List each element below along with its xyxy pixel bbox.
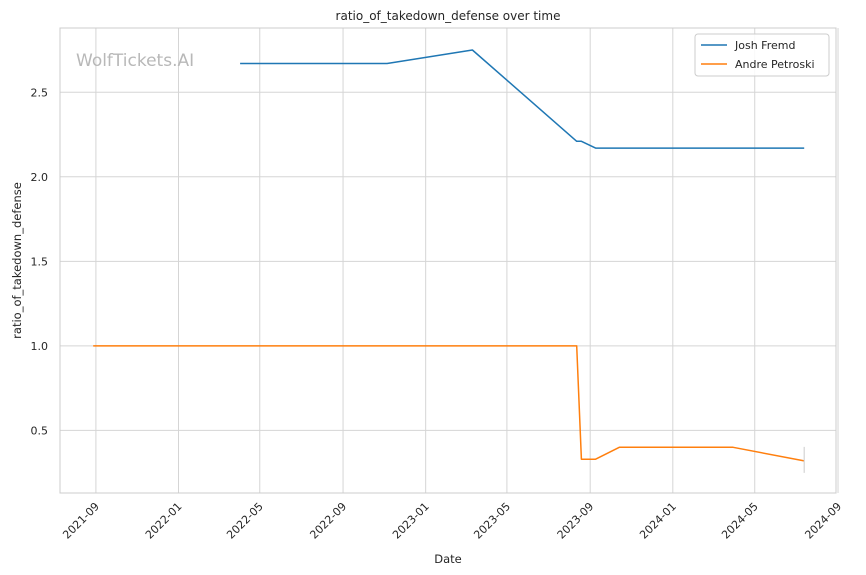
x-axis-label: Date [434,552,462,566]
x-tick-label: 2023-09 [555,500,597,542]
y-tick-label: 1.5 [31,255,49,268]
watermark: WolfTickets.AI [76,51,194,71]
x-tick-label: 2024-01 [637,500,679,542]
y-tick-label: 2.0 [31,171,49,184]
x-tick-label: 2022-01 [143,500,185,542]
series-line-andre-petroski [93,345,805,462]
x-tick-label: 2021-09 [60,500,102,542]
chart-title: ratio_of_takedown_defense over time [336,9,561,23]
grid-lines [60,28,839,493]
series-lines [93,49,805,473]
y-tick-label: 1.0 [31,340,49,353]
plot-area-frame [59,27,837,494]
legend-box [694,33,830,77]
legend: Josh Fremd Andre Petroski [694,33,830,77]
y-axis-ticks: 0.5 1.0 1.5 2.0 2.5 [31,86,49,437]
x-tick-label: 2022-09 [307,500,349,542]
y-axis-label: ratio_of_takedown_defense [10,182,24,339]
x-axis-ticks: 2021-09 2022-01 2022-05 2022-09 2023-01 2023-… [60,500,844,542]
y-tick-label: 0.5 [31,424,49,437]
x-tick-label: 2023-05 [471,500,513,542]
x-tick-label: 2023-01 [390,500,432,542]
legend-label-andre-petroski: Andre Petroski [735,58,815,71]
x-tick-label: 2022-05 [224,500,266,542]
x-tick-label: 2024-09 [802,500,844,542]
series-line-josh-fremd [240,49,805,149]
legend-label-josh-fremd: Josh Fremd [734,39,795,52]
y-tick-label: 2.5 [31,86,49,99]
x-tick-label: 2024-05 [719,500,761,542]
